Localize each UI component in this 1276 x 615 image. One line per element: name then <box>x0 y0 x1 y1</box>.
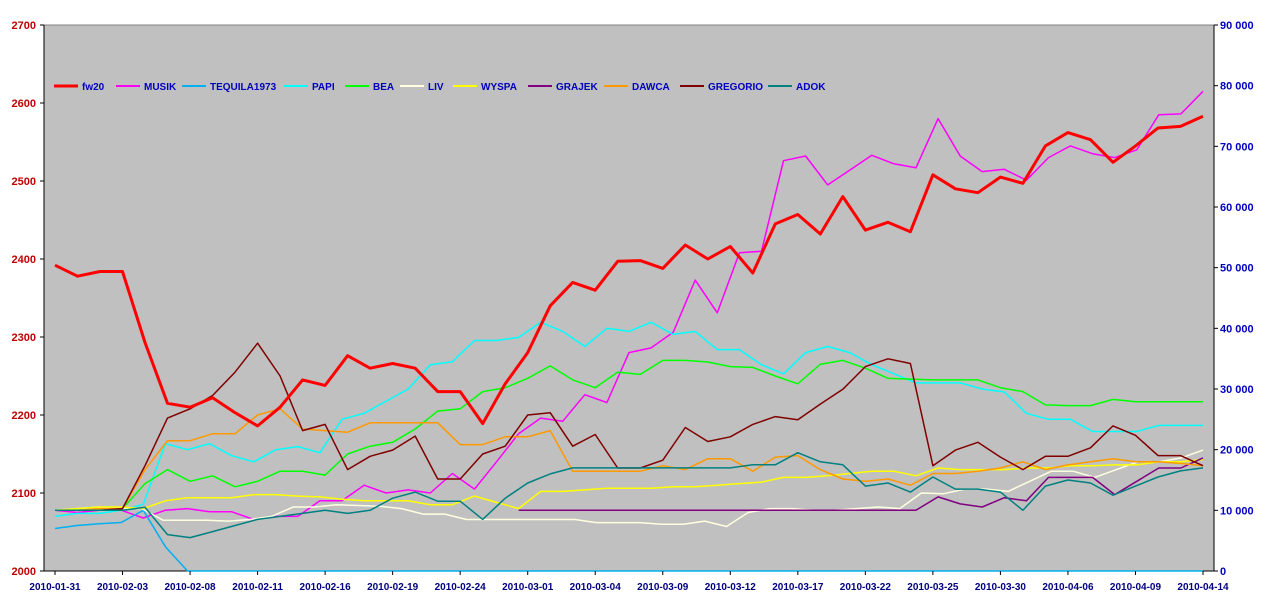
legend-label-wyspa: WYSPA <box>481 82 517 93</box>
legend-label-tequila1973: TEQUILA1973 <box>210 82 277 93</box>
x-tick-label: 2010-02-11 <box>232 582 283 593</box>
legend-label-bea: BEA <box>373 82 394 93</box>
x-tick-label: 2010-02-19 <box>367 582 419 593</box>
legend-label-gregorio: GREGORIO <box>708 82 763 93</box>
series-line-fw20 <box>54 114 1204 428</box>
x-tick-label: 2010-03-01 <box>502 582 554 593</box>
x-tick-label: 2010-03-25 <box>907 582 959 593</box>
series-line-tequila1973 <box>54 509 1203 572</box>
y-right-tick-label: 50 000 <box>1220 263 1254 275</box>
x-tick-label: 2010-01-31 <box>29 582 81 593</box>
x-tick-label: 2010-03-17 <box>772 582 824 593</box>
x-tick-label: 2010-02-08 <box>164 582 216 593</box>
plot-area <box>43 24 1215 572</box>
y-right-tick-label: 60 000 <box>1220 202 1254 214</box>
series-line-grajek <box>518 457 1204 511</box>
series-line-musik <box>54 90 1204 521</box>
y-left-tick-label: 2000 <box>12 566 36 578</box>
y-right-tick-label: 30 000 <box>1220 384 1254 396</box>
y-right-tick-label: 40 000 <box>1220 323 1254 335</box>
legend-label-liv: LIV <box>428 82 444 93</box>
legend-label-papi: PAPI <box>312 82 335 93</box>
y-right-tick-label: 0 <box>1220 566 1226 578</box>
series-line-bea <box>55 359 1203 511</box>
y-right-tick-label: 20 000 <box>1220 445 1254 457</box>
series-line-adok <box>55 451 1204 539</box>
x-tick-label: 2010-02-16 <box>300 582 352 593</box>
y-left-tick-label: 2600 <box>12 98 36 110</box>
x-tick-label: 2010-04-06 <box>1042 582 1094 593</box>
legend-label-musik: MUSIK <box>144 82 177 93</box>
legend-label-dawca: DAWCA <box>632 82 670 93</box>
legend-label-adok: ADOK <box>796 82 826 93</box>
x-tick-label: 2010-03-12 <box>705 582 757 593</box>
y-left-tick-label: 2200 <box>12 410 36 422</box>
x-tick-label: 2010-03-22 <box>840 582 892 593</box>
y-left-tick-label: 2500 <box>12 176 36 188</box>
y-axis-left: 2000 2100 2200 2300 2400 2500 2600 2700 <box>12 20 44 578</box>
series-line-wyspa <box>54 458 1204 511</box>
legend: fw20 MUSIK TEQUILA1973 PAPI BEA LIV WYSPA GRAJE… <box>54 82 826 93</box>
series-line-liv <box>54 449 1204 528</box>
x-tick-label: 2010-04-14 <box>1177 582 1229 593</box>
x-tick-label: 2010-03-04 <box>570 582 622 593</box>
series-line-papi <box>54 321 1203 518</box>
y-right-tick-label: 10 000 <box>1220 505 1254 517</box>
y-right-tick-label: 70 000 <box>1220 141 1254 153</box>
legend-label-grajek: GRAJEK <box>556 82 598 93</box>
y-left-tick-label: 2100 <box>12 488 36 500</box>
series-layer <box>54 90 1204 572</box>
x-tick-label: 2010-03-30 <box>975 582 1027 593</box>
y-left-tick-label: 2300 <box>12 332 36 344</box>
x-axis: 2010-01-31 2010-02-03 2010-02-08 2010-02-11… <box>29 571 1229 593</box>
legend-label-fw20: fw20 <box>82 82 105 93</box>
x-tick-label: 2010-02-24 <box>435 582 487 593</box>
series-line-dawca <box>55 408 1204 511</box>
y-axis-right: 0 10 000 20 000 30 000 40 000 50 000 60 000 70 … <box>1214 20 1254 578</box>
y-right-tick-label: 80 000 <box>1220 81 1254 93</box>
y-left-tick-label: 2400 <box>12 254 36 266</box>
x-tick-label: 2010-03-09 <box>637 582 689 593</box>
x-tick-label: 2010-04-09 <box>1110 582 1162 593</box>
y-right-tick-label: 90 000 <box>1220 20 1254 32</box>
x-tick-label: 2010-02-03 <box>97 582 149 593</box>
y-left-tick-label: 2700 <box>12 20 36 32</box>
